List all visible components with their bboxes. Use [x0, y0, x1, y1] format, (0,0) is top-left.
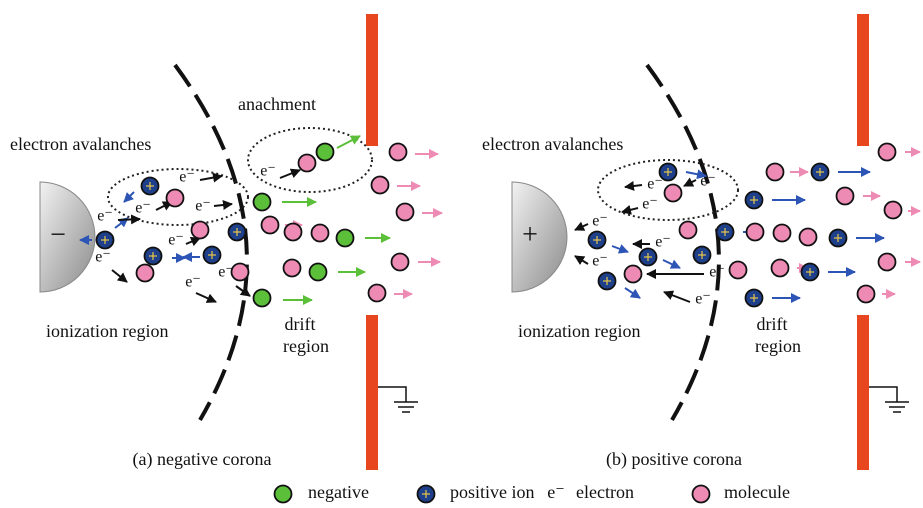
molecule — [693, 486, 710, 503]
molecule — [192, 222, 209, 239]
page: {"panels": [ {"caption": "(a) negative c… — [0, 0, 923, 508]
arrow — [622, 208, 638, 212]
molecule — [730, 262, 747, 279]
electron-label: e⁻ — [95, 249, 111, 266]
arrow — [663, 260, 680, 268]
molecule — [372, 177, 389, 194]
molecule — [284, 260, 301, 277]
molecule — [800, 229, 817, 246]
electron-label: e⁻ — [260, 163, 276, 180]
molecule — [369, 285, 386, 302]
negative-ion — [275, 486, 292, 503]
electrode-sign: + — [522, 219, 538, 250]
arrow — [337, 136, 360, 148]
negative-ion — [337, 230, 354, 247]
molecule — [767, 164, 784, 181]
arrow — [214, 204, 232, 206]
molecule — [680, 222, 697, 239]
negative-ion — [317, 144, 334, 161]
arrow — [118, 219, 140, 220]
molecule — [772, 260, 789, 277]
arrow — [612, 246, 628, 252]
electron-label: e⁻ — [185, 274, 201, 291]
ionization-label: ionization region — [46, 321, 168, 341]
electron-label: e⁻ — [179, 169, 195, 186]
caption: (b) positive corona — [606, 449, 742, 470]
drift-label: region — [755, 336, 801, 356]
molecule — [879, 144, 896, 161]
molecule — [390, 144, 407, 161]
molecule — [858, 286, 875, 303]
negative-ion — [254, 194, 271, 211]
molecule — [392, 254, 409, 271]
negative-ion — [254, 290, 271, 307]
molecule — [885, 202, 902, 219]
ionization-label: ionization region — [518, 321, 640, 341]
caption: (a) negative corona — [133, 449, 272, 470]
corona-boundary — [175, 65, 247, 420]
negative-ion — [310, 264, 327, 281]
drift-label: region — [283, 336, 329, 356]
legend-label: molecule — [724, 482, 790, 502]
electron-label: e⁻ — [592, 253, 608, 270]
arrow — [200, 176, 222, 180]
electrode-sign: − — [50, 219, 66, 250]
avalanche-label: electron avalanches — [10, 134, 151, 154]
arrow — [280, 170, 300, 178]
arrow — [236, 286, 250, 296]
molecule — [262, 217, 279, 234]
arrow — [684, 180, 696, 186]
molecule — [312, 225, 329, 242]
electrode — [40, 182, 95, 292]
molecule — [774, 225, 791, 242]
electron-label: e⁻ — [709, 264, 725, 281]
electron-label: e⁻ — [592, 213, 608, 230]
electron-label: e⁻ — [195, 198, 211, 215]
collector-plate — [857, 14, 869, 146]
electron-label: e⁻ — [168, 232, 184, 249]
avalanche-label: electron avalanches — [482, 134, 623, 154]
legend-symbol: e⁻ — [547, 482, 565, 502]
electrode — [512, 182, 567, 292]
molecule — [837, 188, 854, 205]
electron-label: e⁻ — [700, 173, 716, 190]
legend-label: negative — [308, 482, 369, 502]
molecule — [879, 254, 896, 271]
legend-label: positive ion — [450, 482, 535, 502]
electron-label: e⁻ — [135, 200, 151, 217]
arrow — [124, 192, 134, 202]
drift-label: drift — [285, 314, 316, 334]
ground-wire — [378, 387, 406, 402]
collector-plate — [366, 315, 378, 470]
molecule — [625, 266, 642, 283]
molecule — [285, 224, 302, 241]
molecule — [167, 190, 184, 207]
molecule — [397, 204, 414, 221]
electron-label: e⁻ — [655, 234, 671, 251]
molecule — [232, 264, 249, 281]
electron-label: e⁻ — [647, 176, 663, 193]
arrow — [196, 293, 216, 302]
arrow — [664, 292, 690, 302]
collector-plate — [857, 315, 869, 470]
arrow — [575, 224, 588, 230]
molecule — [137, 265, 154, 282]
arrow — [112, 270, 127, 282]
arrow — [625, 185, 642, 187]
collector-plate — [366, 14, 378, 146]
electron-label: e⁻ — [695, 291, 711, 308]
molecule — [747, 224, 764, 241]
electron-label: e⁻ — [642, 196, 658, 213]
molecule — [665, 185, 682, 202]
legend-label: electron — [576, 482, 634, 502]
drift-label: drift — [757, 314, 788, 334]
ground-wire — [869, 387, 897, 402]
diagram: −e⁻e⁻e⁻e⁻e⁻e⁻e⁻e⁻e⁻electron avalanchesio… — [0, 0, 923, 508]
electron-label: e⁻ — [218, 264, 234, 281]
molecule — [299, 155, 316, 172]
attachment-label: anachment — [238, 94, 316, 114]
arrow — [625, 288, 640, 298]
electron-label: e⁻ — [97, 208, 113, 225]
arrow — [575, 256, 588, 264]
